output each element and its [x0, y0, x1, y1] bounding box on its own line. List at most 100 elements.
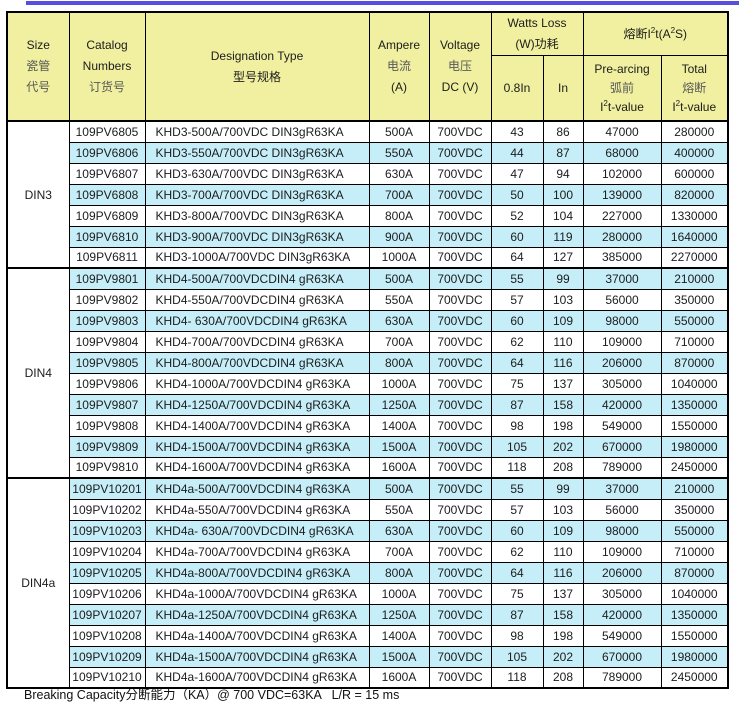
designation-cell: KHD4a-500A/700VDCDIN4 gR63KA	[144, 477, 370, 500]
catalog-number-cell: 109PV10207	[68, 603, 146, 626]
watts-loss-08in-cell: 55	[490, 267, 544, 290]
ampere-header-zh: 电流	[386, 59, 411, 73]
watts-loss-08in-cell: 98	[490, 624, 544, 647]
designation-cell: KHD4a-800A/700VDCDIN4 gR63KA	[144, 561, 370, 584]
ampere-cell: 500A	[368, 477, 430, 500]
ampere-cell: 800A	[368, 561, 430, 584]
ampere-cell: 1000A	[368, 372, 430, 395]
catalog-number-cell: 109PV6805	[68, 120, 146, 143]
catalog-number-cell: 109PV6806	[68, 141, 146, 164]
voltage-cell: 700VDC	[428, 645, 492, 668]
designation-cell: KHD4a-1000A/700VDCDIN4 gR63KA	[144, 582, 370, 605]
prearcing-i2t-cell: 549000	[582, 414, 662, 437]
col-header-size: Size 瓷管 代号	[6, 11, 70, 122]
total-i2t-cell: 1040000	[660, 372, 729, 395]
catalog-number-cell: 109PV10201	[68, 477, 146, 500]
voltage-cell: 700VDC	[428, 456, 492, 479]
table-row: 109PV6808 KHD3-700A/700VDC DIN3gR63KA 700A…	[7, 183, 729, 206]
col-header-watts-in: In	[542, 55, 584, 122]
prearcing-i2t-cell: 305000	[582, 582, 662, 605]
col-header-total: Total 熔断 I2t-value	[660, 55, 729, 122]
catalog-number-cell: 109PV9805	[68, 351, 146, 374]
watts-loss-in-cell: 86	[542, 120, 584, 143]
watts-loss-08in-cell: 64	[490, 246, 544, 269]
watts-loss-08in-cell: 44	[490, 141, 544, 164]
table-body: DIN3 109PV6805 KHD3-500A/700VDC DIN3gR63KA…	[6, 120, 729, 689]
col-header-watts-08in: 0.8In	[490, 55, 544, 122]
watts-loss-in-cell: 87	[542, 141, 584, 164]
table-row: 109PV9804 KHD4-700A/700VDCDIN4 gR63KA 700A…	[7, 330, 729, 353]
ampere-header-unit: (A)	[391, 80, 407, 94]
prearcing-i2t-cell: 385000	[582, 246, 662, 269]
watts-loss-in-cell: 158	[542, 603, 584, 626]
watts-loss-08in-cell: 105	[490, 435, 544, 458]
ampere-cell: 630A	[368, 519, 430, 542]
catalog-number-cell: 109PV9809	[68, 435, 146, 458]
prearcing-i2t-cell: 37000	[582, 267, 662, 290]
total-i2t-cell: 1980000	[660, 435, 729, 458]
table-row: 109PV10203 KHD4a- 630A/700VDCDIN4 gR63KA 6…	[7, 519, 729, 542]
watts-loss-08in-cell: 64	[490, 351, 544, 374]
catalog-number-cell: 109PV10202	[68, 498, 146, 521]
designation-cell: KHD4a-1250A/700VDCDIN4 gR63KA	[144, 603, 370, 626]
table-row: 109PV10204 KHD4a-700A/700VDCDIN4 gR63KA 70…	[7, 540, 729, 563]
watts-loss-08in-cell: 57	[490, 498, 544, 521]
voltage-cell: 700VDC	[428, 120, 492, 143]
prearcing-i2t-cell: 206000	[582, 561, 662, 584]
prearcing-i2t-cell: 139000	[582, 183, 662, 206]
total-header-value: I2t-value	[672, 98, 717, 114]
voltage-cell: 700VDC	[428, 141, 492, 164]
prearcing-i2t-cell: 109000	[582, 330, 662, 353]
ampere-cell: 630A	[368, 309, 430, 332]
watts-loss-in-cell: 127	[542, 246, 584, 269]
total-i2t-cell: 210000	[660, 477, 729, 500]
catalog-number-cell: 109PV9806	[68, 372, 146, 395]
prearcing-i2t-cell: 549000	[582, 624, 662, 647]
designation-cell: KHD3-1000A/700VDC DIN3gR63KA	[144, 246, 370, 269]
ampere-cell: 800A	[368, 351, 430, 374]
watts-loss-08in-cell: 60	[490, 519, 544, 542]
designation-cell: KHD4-1000A/700VDCDIN4 gR63KA	[144, 372, 370, 395]
voltage-cell: 700VDC	[428, 540, 492, 563]
voltage-cell: 700VDC	[428, 288, 492, 311]
designation-cell: KHD4-500A/700VDCDIN4 gR63KA	[144, 267, 370, 290]
prearcing-header-value: I2t-value	[600, 98, 644, 114]
voltage-cell: 700VDC	[428, 267, 492, 290]
total-i2t-cell: 1980000	[660, 645, 729, 668]
ampere-cell: 1400A	[368, 414, 430, 437]
col-header-designation: Designation Type 型号规格	[144, 11, 370, 122]
catalog-number-cell: 109PV9807	[68, 393, 146, 416]
designation-cell: KHD4a-1600A/700VDCDIN4 gR63KA	[144, 666, 370, 689]
col-header-ampere: Ampere 电流 (A)	[368, 11, 430, 122]
size-group-label: DIN4	[6, 267, 70, 479]
designation-cell: KHD4-1250A/700VDCDIN4 gR63KA	[144, 393, 370, 416]
table-row: 109PV9809 KHD4-1500A/700VDCDIN4 gR63KA 150…	[7, 435, 729, 458]
total-i2t-cell: 2270000	[660, 246, 729, 269]
prearcing-i2t-cell: 420000	[582, 603, 662, 626]
total-i2t-cell: 710000	[660, 540, 729, 563]
watts-loss-in-cell: 116	[542, 561, 584, 584]
watts-loss-08in-cell: 75	[490, 372, 544, 395]
watts-loss-in-cell: 99	[542, 267, 584, 290]
ampere-cell: 1000A	[368, 582, 430, 605]
catalog-number-cell: 109PV10203	[68, 519, 146, 542]
ampere-cell: 1600A	[368, 666, 430, 689]
ampere-cell: 1250A	[368, 393, 430, 416]
ampere-cell: 1500A	[368, 645, 430, 668]
voltage-cell: 700VDC	[428, 246, 492, 269]
prearcing-i2t-cell: 670000	[582, 435, 662, 458]
table-row: 109PV6807 KHD3-630A/700VDC DIN3gR63KA 630A…	[7, 162, 729, 185]
watts-loss-08in-cell: 87	[490, 603, 544, 626]
ampere-cell: 1000A	[368, 246, 430, 269]
size-header-zh1: 瓷管	[26, 59, 51, 73]
voltage-cell: 700VDC	[428, 435, 492, 458]
ampere-cell: 1600A	[368, 456, 430, 479]
prearcing-i2t-cell: 47000	[582, 120, 662, 143]
watts-loss-in-cell: 103	[542, 498, 584, 521]
catalog-header-zh: 订货号	[88, 80, 125, 94]
table-row: 109PV6811 KHD3-1000A/700VDC DIN3gR63KA 100…	[7, 246, 729, 269]
watts-loss-in-cell: 202	[542, 435, 584, 458]
catalog-number-cell: 109PV9810	[68, 456, 146, 479]
total-i2t-cell: 1330000	[660, 204, 729, 227]
watts-loss-in-cell: 99	[542, 477, 584, 500]
